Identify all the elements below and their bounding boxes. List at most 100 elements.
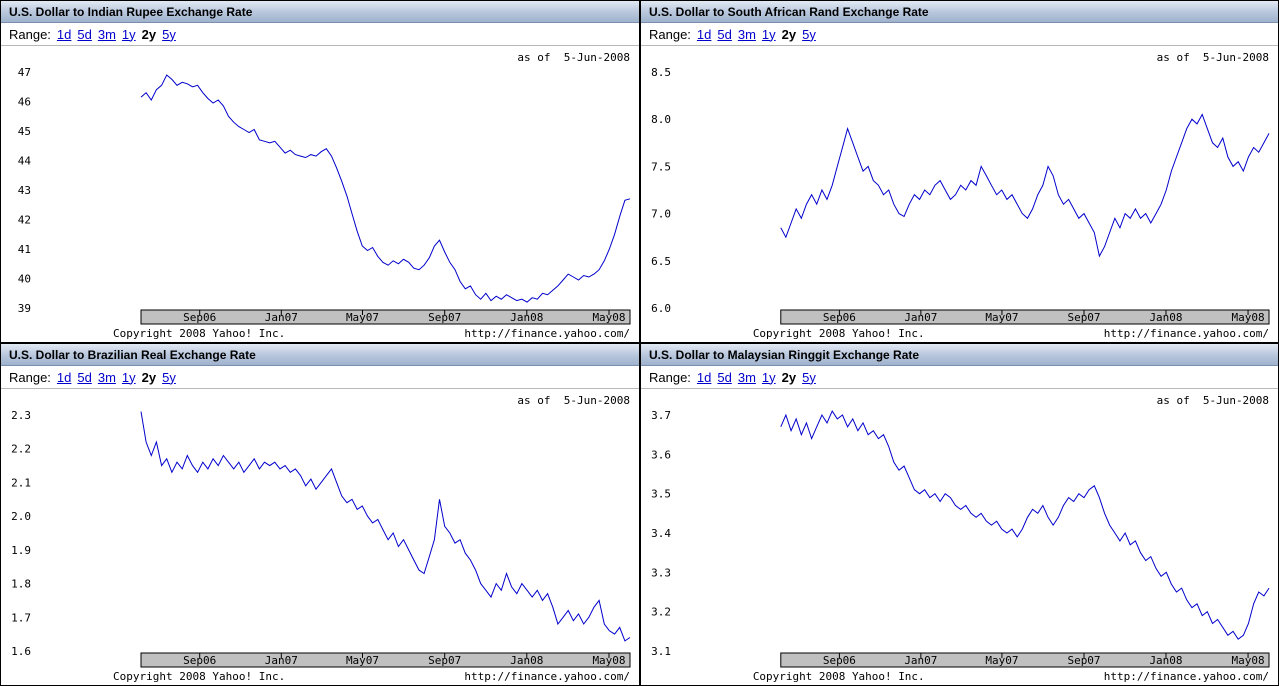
chart-canvas-usd-inr: as of 5-Jun-2008 47 46 45 44 43 42 41 40 39 Sep06 J… <box>18 51 631 340</box>
as-of-text: as of 5-Jun-2008 <box>1157 394 1269 407</box>
range-selector: Range: 1d 5d 3m 1y 2y 5y <box>641 23 1278 46</box>
range-option-3m[interactable]: 3m <box>97 369 116 385</box>
chart-title: U.S. Dollar to Indian Rupee Exchange Rat… <box>1 1 639 23</box>
y-axis-label: 3.2 <box>651 606 671 619</box>
y-axis-label: 2.3 <box>11 409 31 422</box>
site-url-text: http://finance.yahoo.com/ <box>464 670 630 683</box>
x-axis-label: May07 <box>346 654 379 667</box>
range-option-5y[interactable]: 5y <box>802 369 816 385</box>
range-option-5y[interactable]: 5y <box>802 26 816 42</box>
range-label: Range: <box>649 26 691 42</box>
as-of-text: as of 5-Jun-2008 <box>517 394 630 407</box>
range-label: Range: <box>9 26 51 42</box>
chart-title: U.S. Dollar to Malaysian Ringgit Exchang… <box>641 344 1278 366</box>
site-url-text: http://finance.yahoo.com/ <box>1104 670 1269 683</box>
y-axis-label: 3.3 <box>651 566 671 579</box>
y-axis-label: 1.8 <box>11 578 31 591</box>
x-axis-label: May08 <box>592 311 625 324</box>
range-option-3m[interactable]: 3m <box>97 26 116 42</box>
panel-usd-to-brl: U.S. Dollar to Brazilian Real Exchange R… <box>0 343 640 686</box>
chart-title: U.S. Dollar to South African Rand Exchan… <box>641 1 1278 23</box>
x-axis-label: Jan08 <box>1149 654 1182 667</box>
x-axis-label: May08 <box>1232 654 1265 667</box>
y-axis-label: 3.5 <box>651 488 671 501</box>
as-of-text: as of 5-Jun-2008 <box>1157 51 1269 64</box>
y-axis-label: 7.5 <box>651 160 671 173</box>
y-axis-label: 6.5 <box>651 255 671 268</box>
range-option-1d[interactable]: 1d <box>696 369 712 385</box>
range-option-1y[interactable]: 1y <box>761 369 776 385</box>
y-axis-label: 39 <box>18 302 31 315</box>
chart-area: as of 5-Jun-2008 47 46 45 44 43 42 41 40 39 Sep06 J… <box>1 46 639 342</box>
chart-title: U.S. Dollar to Brazilian Real Exchange R… <box>1 344 639 366</box>
chart-canvas-usd-myr: as of 5-Jun-2008 3.7 3.6 3.5 3.4 3.3 3.2 3.1 Sep… <box>651 394 1270 683</box>
range-links: 1d 5d 3m 1y 2y 5y <box>697 370 816 385</box>
x-axis-label: May07 <box>985 654 1018 667</box>
panel-usd-to-myr: U.S. Dollar to Malaysian Ringgit Exchang… <box>640 343 1279 686</box>
y-axis-label: 3.7 <box>651 409 671 422</box>
price-line <box>140 411 631 642</box>
y-axis-label: 2.1 <box>11 476 31 489</box>
x-axis-label: Jan07 <box>265 311 298 324</box>
range-option-5d[interactable]: 5d <box>717 369 732 385</box>
x-axis-label: Sep07 <box>1067 311 1100 324</box>
y-axis-label: 1.6 <box>11 645 31 658</box>
range-option-1y[interactable]: 1y <box>121 369 136 385</box>
range-option-2y: 2y <box>781 26 797 42</box>
x-axis-label: Sep07 <box>428 654 461 667</box>
y-axis-label: 43 <box>18 184 31 197</box>
range-option-1d[interactable]: 1d <box>56 369 72 385</box>
y-axis-label: 3.1 <box>651 645 671 658</box>
x-axis-strip <box>780 309 1270 325</box>
range-option-5y[interactable]: 5y <box>162 369 176 385</box>
range-selector: Range: 1d 5d 3m 1y 2y 5y <box>1 23 639 46</box>
copyright-text: Copyright 2008 Yahoo! Inc. <box>113 670 285 683</box>
range-option-5d[interactable]: 5d <box>77 26 92 42</box>
x-axis-label: May08 <box>592 654 625 667</box>
panel-usd-to-zar: U.S. Dollar to South African Rand Exchan… <box>640 0 1279 343</box>
range-option-5d[interactable]: 5d <box>77 369 92 385</box>
y-axis-label: 3.4 <box>651 527 671 540</box>
range-option-3m[interactable]: 3m <box>737 369 756 385</box>
x-axis-label: Sep06 <box>823 654 856 667</box>
x-axis-label: Jan08 <box>510 654 543 667</box>
copyright-text: Copyright 2008 Yahoo! Inc. <box>753 670 925 683</box>
range-links: 1d 5d 3m 1y 2y 5y <box>57 370 176 385</box>
chart-area: as of 5-Jun-2008 3.7 3.6 3.5 3.4 3.3 3.2 3.1 Sep… <box>641 389 1278 685</box>
range-option-1d[interactable]: 1d <box>696 26 712 42</box>
range-option-2y: 2y <box>781 369 797 385</box>
panel-usd-to-inr: U.S. Dollar to Indian Rupee Exchange Rat… <box>0 0 640 343</box>
range-label: Range: <box>649 369 691 385</box>
range-option-1y[interactable]: 1y <box>761 26 776 42</box>
y-axis-label: 2.2 <box>11 443 31 456</box>
range-links: 1d 5d 3m 1y 2y 5y <box>697 27 816 42</box>
site-url-text: http://finance.yahoo.com/ <box>1104 327 1269 340</box>
y-axis-label: 8.5 <box>651 66 671 79</box>
x-axis-label: Sep06 <box>183 654 216 667</box>
y-axis-label: 3.6 <box>651 448 671 461</box>
price-line <box>780 113 1270 258</box>
y-axis-label: 1.9 <box>11 544 31 557</box>
x-axis-label: Jan07 <box>904 311 937 324</box>
y-axis-label: 6.0 <box>651 302 671 315</box>
range-option-5y[interactable]: 5y <box>162 26 176 42</box>
price-line <box>780 410 1270 640</box>
range-option-3m[interactable]: 3m <box>737 26 756 42</box>
range-selector: Range: 1d 5d 3m 1y 2y 5y <box>1 366 639 389</box>
y-axis-label: 7.0 <box>651 208 671 221</box>
x-axis-label: Sep06 <box>823 311 856 324</box>
range-label: Range: <box>9 369 51 385</box>
chart-area: as of 5-Jun-2008 2.3 2.2 2.1 2.0 1.9 1.8 1.7 1.6… <box>1 389 639 685</box>
x-axis-label: May07 <box>985 311 1018 324</box>
range-option-1y[interactable]: 1y <box>121 26 136 42</box>
y-axis-label: 47 <box>18 66 31 79</box>
price-line <box>140 74 631 303</box>
copyright-text: Copyright 2008 Yahoo! Inc. <box>753 327 925 340</box>
y-axis-label: 42 <box>18 214 31 227</box>
range-option-5d[interactable]: 5d <box>717 26 732 42</box>
y-axis-label: 46 <box>18 96 31 109</box>
x-axis-label: Jan08 <box>1149 311 1182 324</box>
range-option-1d[interactable]: 1d <box>56 26 72 42</box>
x-axis-label: May08 <box>1232 311 1265 324</box>
